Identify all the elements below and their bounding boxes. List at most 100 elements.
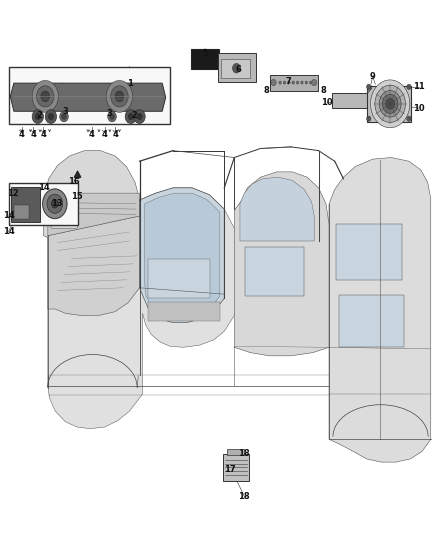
Text: 4: 4 [112, 130, 118, 139]
FancyBboxPatch shape [148, 259, 210, 298]
Circle shape [233, 63, 240, 73]
Text: 10: 10 [413, 103, 425, 112]
Text: 5: 5 [202, 50, 208, 58]
FancyBboxPatch shape [51, 209, 78, 228]
FancyBboxPatch shape [367, 86, 411, 122]
Circle shape [51, 199, 58, 208]
Circle shape [288, 81, 290, 84]
Circle shape [128, 114, 134, 120]
Circle shape [296, 81, 299, 84]
Text: 14: 14 [3, 212, 14, 221]
FancyBboxPatch shape [245, 247, 304, 296]
Circle shape [386, 99, 395, 109]
FancyBboxPatch shape [332, 93, 371, 108]
Circle shape [110, 114, 114, 119]
Text: 14: 14 [38, 183, 49, 192]
Polygon shape [74, 171, 81, 179]
Text: 15: 15 [71, 192, 83, 201]
Circle shape [283, 81, 286, 84]
Circle shape [279, 81, 282, 84]
Circle shape [32, 80, 58, 112]
Circle shape [292, 81, 294, 84]
Circle shape [311, 79, 317, 86]
FancyBboxPatch shape [191, 49, 219, 69]
Text: 17: 17 [224, 465, 236, 474]
Polygon shape [48, 216, 140, 316]
Circle shape [48, 114, 53, 120]
Circle shape [367, 116, 371, 122]
FancyBboxPatch shape [11, 187, 39, 222]
Circle shape [106, 80, 133, 112]
Circle shape [35, 114, 40, 120]
Text: 6: 6 [236, 66, 242, 74]
FancyBboxPatch shape [14, 205, 29, 219]
FancyBboxPatch shape [148, 302, 220, 321]
Circle shape [125, 110, 137, 124]
Circle shape [47, 194, 63, 213]
Text: 4: 4 [19, 130, 25, 139]
Circle shape [42, 189, 67, 219]
Polygon shape [234, 172, 329, 356]
Circle shape [309, 81, 312, 84]
Circle shape [62, 114, 66, 119]
Text: 2: 2 [36, 111, 42, 120]
Circle shape [108, 111, 117, 122]
Circle shape [371, 80, 410, 128]
FancyBboxPatch shape [9, 182, 78, 225]
Circle shape [379, 91, 401, 117]
Polygon shape [48, 193, 140, 236]
Circle shape [111, 86, 128, 107]
FancyBboxPatch shape [270, 75, 318, 91]
Circle shape [134, 110, 145, 124]
Text: 3: 3 [63, 107, 68, 116]
FancyBboxPatch shape [339, 295, 404, 348]
Circle shape [41, 91, 49, 102]
Text: 16: 16 [68, 177, 80, 186]
Circle shape [300, 81, 303, 84]
Text: 18: 18 [239, 449, 250, 458]
Text: 11: 11 [413, 82, 425, 91]
Circle shape [407, 84, 411, 90]
Text: 4: 4 [88, 130, 95, 139]
Polygon shape [367, 86, 372, 93]
Text: 10: 10 [321, 98, 333, 107]
Polygon shape [240, 177, 314, 241]
Polygon shape [43, 151, 140, 249]
Text: 14: 14 [3, 228, 14, 237]
Text: 2: 2 [131, 111, 137, 120]
FancyBboxPatch shape [223, 454, 249, 481]
Circle shape [375, 85, 406, 123]
Polygon shape [329, 158, 431, 462]
Circle shape [115, 91, 124, 102]
FancyBboxPatch shape [9, 67, 170, 124]
Text: 4: 4 [41, 130, 46, 139]
Polygon shape [145, 193, 220, 317]
Text: 4: 4 [102, 130, 108, 139]
Circle shape [32, 110, 43, 124]
Polygon shape [140, 188, 224, 322]
Polygon shape [11, 83, 166, 111]
Circle shape [271, 79, 276, 86]
Circle shape [382, 94, 398, 114]
FancyBboxPatch shape [227, 449, 244, 455]
FancyBboxPatch shape [218, 53, 256, 82]
Text: 8: 8 [320, 85, 326, 94]
FancyBboxPatch shape [336, 224, 402, 280]
Text: 7: 7 [285, 77, 291, 86]
Text: 9: 9 [370, 71, 375, 80]
Circle shape [36, 86, 54, 107]
Text: 8: 8 [263, 85, 269, 94]
Circle shape [367, 84, 371, 90]
Text: 1: 1 [127, 78, 132, 87]
Polygon shape [48, 188, 242, 429]
Circle shape [60, 111, 68, 122]
Text: 18: 18 [239, 491, 250, 500]
Text: 13: 13 [51, 199, 62, 208]
Circle shape [305, 81, 307, 84]
Circle shape [45, 110, 57, 124]
Text: 4: 4 [31, 130, 36, 139]
Text: 3: 3 [106, 109, 112, 118]
Circle shape [137, 114, 142, 120]
Text: 12: 12 [7, 189, 19, 198]
FancyBboxPatch shape [221, 59, 250, 78]
